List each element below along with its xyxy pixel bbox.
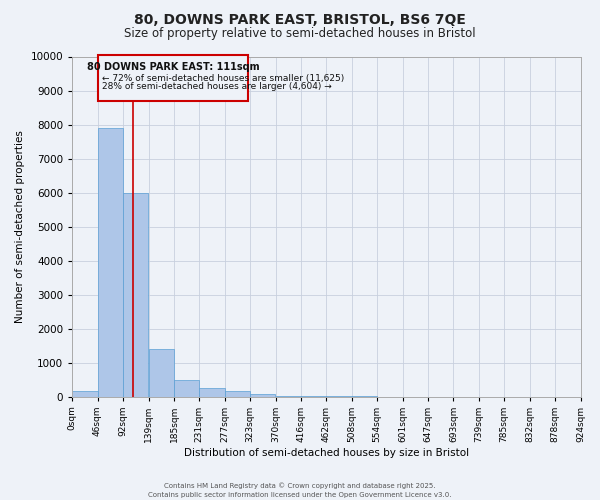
Text: 80, DOWNS PARK EAST, BRISTOL, BS6 7QE: 80, DOWNS PARK EAST, BRISTOL, BS6 7QE — [134, 12, 466, 26]
X-axis label: Distribution of semi-detached houses by size in Bristol: Distribution of semi-detached houses by … — [184, 448, 469, 458]
Text: ← 72% of semi-detached houses are smaller (11,625): ← 72% of semi-detached houses are smalle… — [102, 74, 344, 82]
Text: 80 DOWNS PARK EAST: 111sqm: 80 DOWNS PARK EAST: 111sqm — [86, 62, 259, 72]
Bar — [224, 392, 250, 396]
Text: 28% of semi-detached houses are larger (4,604) →: 28% of semi-detached houses are larger (… — [102, 82, 332, 91]
Bar — [199, 388, 224, 396]
Text: Contains public sector information licensed under the Open Government Licence v3: Contains public sector information licen… — [148, 492, 452, 498]
Bar — [98, 55, 248, 100]
Text: Size of property relative to semi-detached houses in Bristol: Size of property relative to semi-detach… — [124, 28, 476, 40]
Bar — [123, 192, 148, 396]
Bar — [174, 380, 199, 396]
Bar — [149, 349, 174, 397]
Bar — [98, 128, 123, 396]
Y-axis label: Number of semi-detached properties: Number of semi-detached properties — [15, 130, 25, 323]
Bar — [72, 392, 98, 396]
Text: Contains HM Land Registry data © Crown copyright and database right 2025.: Contains HM Land Registry data © Crown c… — [164, 482, 436, 489]
Bar — [250, 394, 275, 396]
